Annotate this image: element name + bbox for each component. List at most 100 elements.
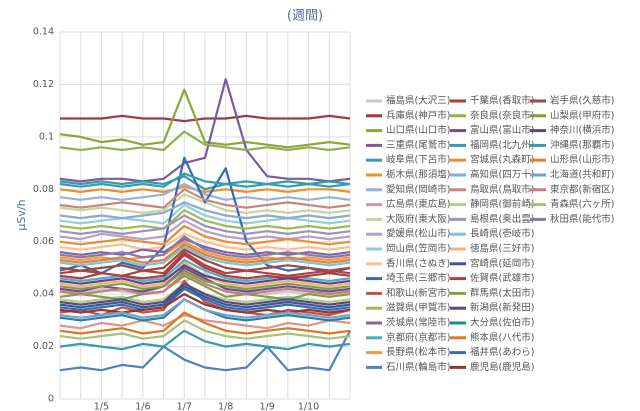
legend-label: 長野県(松本市) [386,346,450,358]
series-line [59,293,351,314]
chart-title: (週間) [287,9,323,24]
legend-label: 福井県(あわら) [470,346,534,358]
series-line [59,172,351,188]
legend-label: 秋田県(能代市) [550,213,614,225]
series-line [59,203,351,225]
series-line [59,235,351,259]
legend-label: 山形県(山形市) [550,154,614,166]
legend-label: 栃木県(那須塩) [386,169,450,181]
legend-label: 高知県(四万十) [470,169,534,181]
y-tick-label: 0.02 [33,341,54,352]
legend-label: 滋賀県(甲賀市) [386,302,450,314]
series-line [59,224,351,246]
series-line [59,314,351,330]
legend-label: 兵庫県(神戸市) [386,109,450,121]
legend-label: 東京都(新宿区) [550,183,614,195]
legend-label: 沖縄県(那覇市) [550,139,614,151]
x-tick-label: 1/7 [177,402,192,411]
legend-label: 静岡県(御前崎) [470,198,534,210]
series-line [59,185,351,193]
legend-label: 福島県(大沢三) [386,95,450,107]
legend-label: 佐賀県(武雄市) [470,272,534,284]
legend-label: 和歌山(新宮市) [386,287,450,299]
legend-label: 岩手県(久慈市) [550,95,614,107]
legend-label: 京都府(京都市) [386,331,450,343]
x-tick-label: 1/6 [135,402,150,411]
legend-label: 島根県(奥出雲) [470,213,534,225]
legend-label: 山口県(山口市) [386,124,450,136]
legend-label: 北海道(共和町) [550,169,614,181]
series-line [59,219,351,241]
y-axis-label: μSv/h [15,199,28,230]
series-line [59,285,351,309]
legend-label: 埼玉県(三郷市) [386,272,450,284]
series-line [59,330,351,372]
x-tick-label: 1/8 [218,402,233,411]
legend-label: 岐阜県(下呂市) [386,154,450,166]
series-line [59,175,351,191]
series-line [59,282,351,306]
legend-label: 山梨県(甲府市) [550,109,614,121]
legend-label: 香川県(さぬき) [386,258,450,269]
series-line [59,272,351,296]
y-tick-label: 0.04 [33,289,54,300]
legend-label: 広島県(東広島) [386,198,450,210]
legend-label: 福岡県(北九州) [470,139,534,151]
legend-label: 愛媛県(松山市) [386,228,450,240]
series-line [59,319,351,340]
legend-label: 徳島県(三好市) [470,243,534,255]
series-line [59,188,351,209]
series-line [59,269,351,290]
y-tick-label: 0.06 [33,236,54,247]
series-line [59,130,351,152]
y-tick-label: 0.1 [39,131,54,142]
series-line [59,156,351,275]
series-line [59,245,351,267]
series-line [59,232,351,251]
series-line [59,274,351,301]
legend-label: 岡山県(笠岡市) [386,243,450,255]
y-tick-label: 0.08 [33,184,54,195]
x-tick-label: 1/10 [298,402,319,411]
legend-label: 大阪府(東大阪) [386,213,450,225]
legend-label: 長崎県(壱岐市) [470,228,534,240]
series-line [59,287,351,311]
series-line [59,209,351,230]
legend-label: 奈良県(奈良市) [470,109,534,121]
legend-label: 愛知県(岡崎市) [386,183,450,195]
y-tick-label: 0.12 [33,79,54,90]
legend-label: 宮崎県(延岡市) [470,257,534,269]
series-line [59,78,351,183]
legend-label: 三重県(尾鷲市) [386,139,450,151]
series-line [59,248,351,272]
series-line [59,311,351,335]
series-line [59,88,351,149]
legend-label: 熊本県(八代市) [470,331,534,343]
series-line [59,264,351,285]
series-line [59,329,351,351]
series-line [59,266,351,293]
legend-label: 神奈川(横浜市) [550,124,614,136]
legend-label: 茨城県(常陸市) [386,317,450,329]
series-line [60,114,351,123]
legend-label: 青森県(六ヶ所) [550,198,614,210]
series-line [59,243,351,264]
series-line [59,182,351,201]
legend-label: 千葉県(香取市) [470,95,534,107]
legend-label: 鳥取県(鳥取市) [470,183,534,195]
legend-label: 大分県(佐伯市) [470,317,534,329]
y-tick-label: 0.14 [33,27,54,38]
y-tick-label: 0 [48,394,54,405]
series-line [59,298,351,319]
series-line [59,214,351,235]
legend-label: 群馬県(太田市) [470,287,534,299]
legend-label: 新潟県(新発田) [470,302,534,314]
legend-label: 富山県(富山市) [470,124,534,136]
series-line [59,251,351,277]
legend-label: 宮城県(丸森町) [470,154,534,166]
series-line [59,201,351,220]
x-tick-label: 1/5 [94,402,109,411]
legend-label: 石川県(輪島市) [386,361,450,373]
legend-label: 鹿児島(鹿児島) [470,361,534,373]
